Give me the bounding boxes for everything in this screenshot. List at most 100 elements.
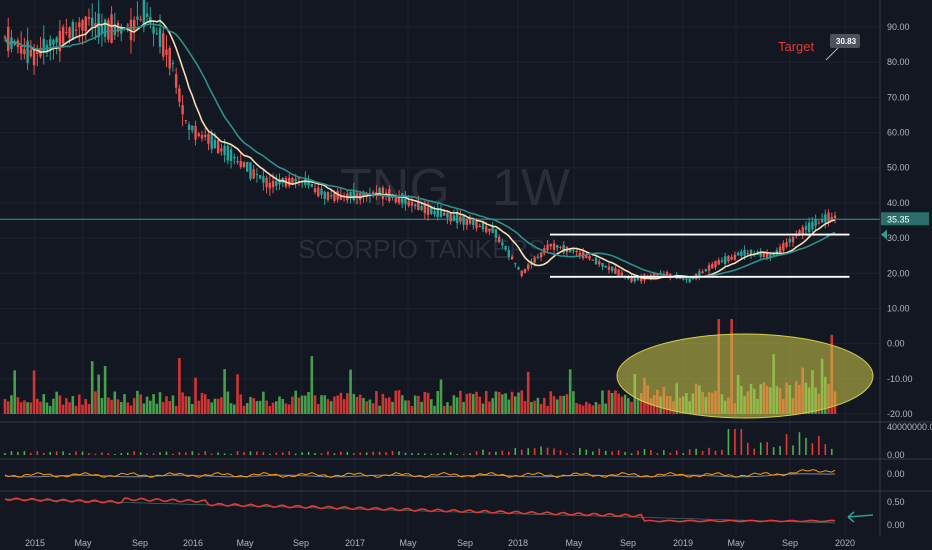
indicator-arrow[interactable] bbox=[847, 511, 874, 523]
pane1-bar bbox=[249, 451, 252, 455]
volume-bar bbox=[229, 403, 233, 414]
volume-bar bbox=[294, 390, 297, 414]
volume-bar bbox=[200, 392, 204, 414]
volume-bar bbox=[449, 405, 452, 414]
candle bbox=[294, 178, 297, 182]
pane1-bar bbox=[359, 452, 362, 455]
pane1-bar bbox=[94, 453, 97, 455]
candle bbox=[443, 212, 446, 216]
candles bbox=[3, 0, 837, 284]
current-price-value: 35.35 bbox=[887, 214, 910, 224]
volume-bar bbox=[284, 403, 288, 414]
candle bbox=[317, 187, 320, 197]
pane1-bar bbox=[346, 451, 349, 455]
candle bbox=[762, 251, 766, 258]
target-annotation[interactable]: Target 30.83 bbox=[778, 34, 860, 61]
volume-bar bbox=[442, 405, 446, 414]
pane1-bar bbox=[62, 451, 64, 455]
volume-bar bbox=[630, 401, 633, 414]
volume-bar bbox=[174, 405, 178, 414]
volume-bar bbox=[268, 405, 272, 414]
volume-bar bbox=[32, 370, 36, 414]
pane1-bar bbox=[740, 429, 743, 455]
volume-bar bbox=[168, 401, 172, 414]
candle bbox=[591, 259, 594, 261]
price-marker bbox=[881, 229, 887, 240]
candle bbox=[13, 42, 16, 46]
volume-bar bbox=[35, 398, 39, 414]
candle bbox=[446, 212, 449, 218]
volume-bar bbox=[513, 396, 517, 414]
volume-bar bbox=[26, 402, 29, 414]
volume-bar bbox=[84, 398, 88, 414]
pane1-bar bbox=[256, 451, 258, 455]
pane1-bar bbox=[36, 451, 39, 455]
candle bbox=[691, 278, 695, 280]
candle bbox=[720, 260, 724, 262]
candle bbox=[562, 245, 565, 253]
volume-bar bbox=[342, 399, 346, 414]
volume-bar bbox=[3, 398, 7, 414]
candle bbox=[520, 270, 523, 276]
volume-bar bbox=[565, 394, 569, 414]
volume-bar bbox=[617, 393, 620, 414]
time-tick-label: 2020 bbox=[835, 538, 855, 548]
highlight-ellipse[interactable] bbox=[616, 333, 874, 419]
candle bbox=[507, 250, 511, 257]
candle bbox=[568, 249, 572, 253]
candle bbox=[549, 244, 552, 247]
volume-bar bbox=[216, 398, 220, 414]
candle bbox=[194, 125, 197, 140]
pane1-bar bbox=[146, 453, 148, 455]
volume-bar bbox=[417, 395, 420, 414]
volume-bar bbox=[526, 371, 530, 414]
volume-bar bbox=[494, 391, 498, 414]
candle bbox=[84, 16, 87, 31]
volume-bar bbox=[333, 396, 336, 414]
volume-bar bbox=[265, 400, 268, 414]
candle bbox=[714, 260, 717, 268]
pane2-signal-line bbox=[4, 473, 836, 478]
volume-bar bbox=[142, 403, 146, 414]
candle bbox=[630, 276, 633, 282]
candle bbox=[271, 180, 275, 188]
volume-bar bbox=[588, 403, 591, 414]
candle bbox=[517, 267, 520, 270]
candle bbox=[617, 269, 620, 276]
candle bbox=[588, 255, 591, 260]
candle bbox=[504, 246, 507, 250]
volume-bar bbox=[161, 402, 165, 414]
time-tick-label: May bbox=[399, 538, 417, 548]
candle bbox=[216, 140, 220, 154]
candle bbox=[371, 192, 375, 195]
pane1-bar bbox=[553, 448, 555, 455]
candle bbox=[246, 161, 249, 172]
volume-bar bbox=[126, 402, 130, 414]
volume-bar bbox=[400, 395, 404, 414]
pane1-bar bbox=[42, 452, 45, 455]
volume-bar bbox=[523, 400, 527, 414]
volume-bar bbox=[191, 404, 194, 414]
volume-bar bbox=[6, 401, 10, 414]
volume-bar bbox=[533, 400, 536, 414]
volume-bar bbox=[388, 397, 391, 414]
pane3-main-line bbox=[4, 497, 836, 523]
candle bbox=[640, 276, 643, 282]
pane1-bar bbox=[798, 432, 801, 455]
candle bbox=[420, 205, 423, 211]
candle bbox=[814, 219, 817, 227]
pane1-bar bbox=[785, 434, 788, 455]
pane1-bar bbox=[372, 451, 374, 455]
price-tick-label: -20.00 bbox=[887, 409, 913, 419]
volume-bar bbox=[97, 374, 100, 414]
volume-bar bbox=[61, 404, 65, 414]
horizontal-lines[interactable] bbox=[0, 218, 880, 278]
candle bbox=[113, 24, 117, 36]
price-tick-label: 90.00 bbox=[887, 22, 910, 32]
candle bbox=[226, 145, 230, 161]
candle bbox=[526, 264, 530, 270]
pane1-bar bbox=[520, 449, 523, 455]
candle bbox=[107, 20, 110, 40]
pane1-bar bbox=[475, 451, 478, 455]
